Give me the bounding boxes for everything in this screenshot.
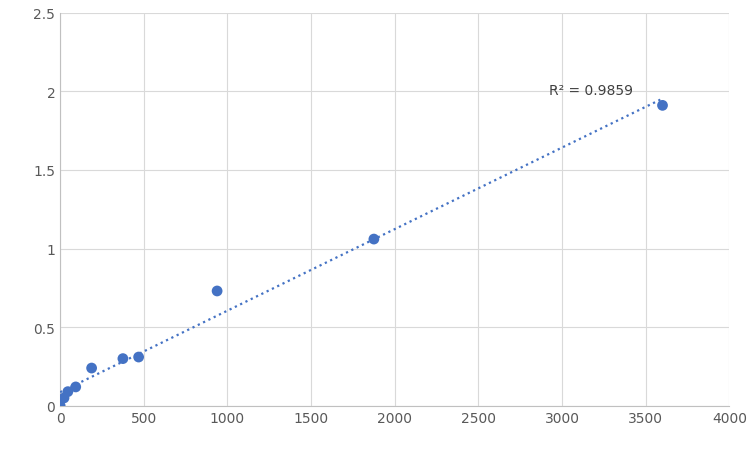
Point	[54, 402, 66, 410]
Point	[368, 236, 380, 243]
Point	[86, 364, 98, 372]
Point	[117, 355, 129, 363]
Point	[211, 288, 223, 295]
Point	[58, 395, 70, 402]
Point	[656, 102, 669, 110]
Point	[70, 383, 82, 391]
Point	[62, 388, 74, 396]
Text: R² = 0.9859: R² = 0.9859	[549, 83, 632, 97]
Point	[132, 354, 144, 361]
